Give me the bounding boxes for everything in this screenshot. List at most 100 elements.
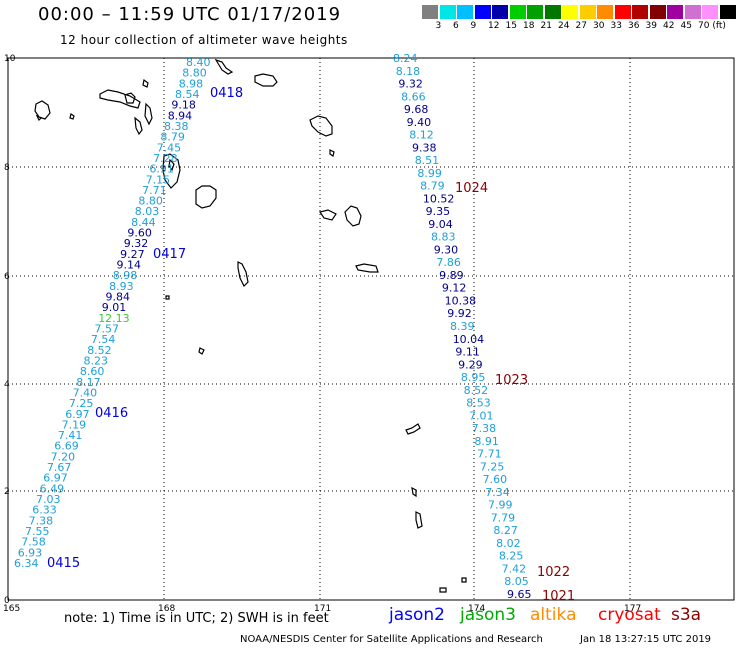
wave-height-label: 9.89 — [439, 269, 464, 282]
wave-height-label: 7.57 — [95, 323, 120, 336]
wave-height-label: 7.58 — [21, 536, 46, 549]
satellite-name-cryosat: cryosat — [598, 605, 661, 625]
island-shape — [309, 115, 333, 137]
map-frame — [7, 57, 735, 601]
wave-height-label: 8.52 — [464, 384, 489, 397]
map-grid: 165 168 171 174 177 0 2 4 6 8 10 — [3, 54, 735, 614]
track-time-label: 0418 — [210, 86, 243, 101]
legend-color-swatch — [422, 5, 439, 19]
wave-height-label: 7.40 — [73, 386, 98, 399]
y-axis-tick-label: 6 — [4, 272, 10, 282]
wave-height-label: 8.60 — [80, 365, 105, 378]
wave-height-label: 7.28 — [153, 152, 178, 165]
legend-tick-label: 15 — [505, 21, 517, 31]
y-axis-tick-label: 8 — [4, 163, 10, 173]
wave-height-label: 8.80 — [182, 67, 207, 80]
satellite-name-jason2: jason2 — [389, 605, 445, 625]
wave-height-label: 8.24 — [393, 52, 418, 65]
legend-color-swatch — [719, 5, 737, 19]
island-shape — [411, 486, 417, 498]
wave-height-label: 6.49 — [40, 482, 65, 495]
island-shape — [415, 511, 423, 529]
wave-height-label: 9.65 — [507, 588, 532, 601]
wave-height-label: 10.52 — [423, 192, 455, 205]
wave-height-label: 9.35 — [426, 205, 451, 218]
wave-height-label: 8.02 — [496, 537, 520, 550]
legend-color-swatch — [562, 5, 579, 19]
island-shape — [69, 113, 75, 120]
island-shape — [319, 209, 337, 221]
wave-height-label: 8.79 — [420, 180, 445, 193]
island-shape — [439, 587, 447, 593]
legend-tick-label: 12 — [488, 21, 500, 31]
wave-height-label: 8.05 — [504, 575, 529, 588]
wave-height-label: 8.18 — [396, 65, 421, 78]
wave-height-label: 7.19 — [62, 418, 87, 431]
map-title: 00:00 – 11:59 UTC 01/17/2019 — [38, 4, 342, 25]
wave-height-label: 7.20 — [51, 450, 76, 463]
x-axis-tick-label: 177 — [624, 604, 641, 614]
legend-color-swatch — [614, 5, 632, 19]
wave-height-label: 8.44 — [131, 216, 156, 229]
wave-height-label: 7.67 — [47, 461, 72, 474]
legend-tick-label: 6 — [453, 21, 459, 31]
legend-tick-label: 24 — [558, 21, 570, 31]
island-shape — [99, 89, 141, 109]
legend-color-swatch — [457, 5, 474, 19]
legend-color-swatch — [492, 5, 509, 19]
legend-color-swatch — [702, 5, 719, 19]
track-time-label: 1023 — [495, 373, 528, 388]
island-shape — [124, 92, 136, 104]
wave-height-label: 7.86 — [436, 256, 461, 269]
wave-height-label: 8.91 — [474, 435, 499, 448]
wave-height-label: 6.69 — [54, 440, 79, 453]
wave-height-label: 9.30 — [434, 243, 459, 256]
wave-height-label: 8.52 — [87, 344, 112, 357]
wave-height-label: 7.15 — [146, 173, 171, 186]
wave-height-label: 7.03 — [36, 493, 61, 506]
wave-height-label: 9.40 — [407, 116, 432, 129]
wave-height-label: 8.98 — [179, 77, 204, 90]
legend-color-swatch — [527, 5, 544, 19]
wave-height-label: 8.94 — [168, 109, 193, 122]
wave-height-label: 9.01 — [102, 301, 127, 314]
wave-height-label: 9.29 — [458, 358, 483, 371]
island-shape — [461, 577, 467, 583]
wave-height-label: 7.55 — [25, 525, 50, 538]
wave-height-label: 6.91 — [149, 163, 174, 176]
legend-tick-label: 3 — [435, 21, 442, 31]
x-axis-tick-label: 165 — [3, 604, 20, 614]
legend-tick-label: 33 — [610, 21, 622, 31]
wave-height-label: 8.66 — [401, 90, 426, 103]
wave-height-label: 8.53 — [466, 397, 491, 410]
track-time-label: 0415 — [47, 556, 80, 571]
legend-color-swatch — [597, 5, 614, 19]
y-axis-tick-label: 10 — [4, 54, 16, 64]
wave-height-label: 9.14 — [117, 259, 142, 272]
wave-height-label: 7.71 — [142, 184, 167, 197]
island-shape — [329, 149, 335, 157]
island-shape — [195, 185, 217, 209]
legend-color-swatch — [439, 5, 457, 19]
wave-height-label: 7.42 — [502, 563, 526, 576]
island-shape — [162, 153, 181, 189]
wave-height-label: 7.99 — [488, 499, 513, 512]
island-shape — [144, 102, 153, 126]
y-axis-tick-label: 2 — [4, 487, 10, 497]
wave-height-label: 8.38 — [164, 120, 189, 133]
wave-height-label: 6.93 — [18, 546, 43, 559]
x-axis-tick-label: 168 — [158, 604, 175, 614]
legend-tick-label: 30 — [593, 21, 605, 31]
satellite-name-jason3: jason3 — [460, 605, 516, 625]
legend-tick-label: 18 — [523, 21, 535, 31]
track-time-label: 1022 — [537, 565, 570, 580]
footer-note: note: 1) Time is in UTC; 2) SWH is in fe… — [64, 611, 329, 626]
wave-height-label: 12.13 — [98, 312, 130, 325]
legend-color-swatch — [632, 5, 649, 19]
wave-height-label: 9.38 — [412, 141, 437, 154]
legend-tick-label: 39 — [645, 21, 657, 31]
satellite-name-altika: altika — [530, 605, 577, 625]
wave-height-label: 8.51 — [415, 154, 440, 167]
wave-height-label: 8.93 — [109, 280, 134, 293]
wave-height-label: 6.97 — [43, 472, 68, 485]
